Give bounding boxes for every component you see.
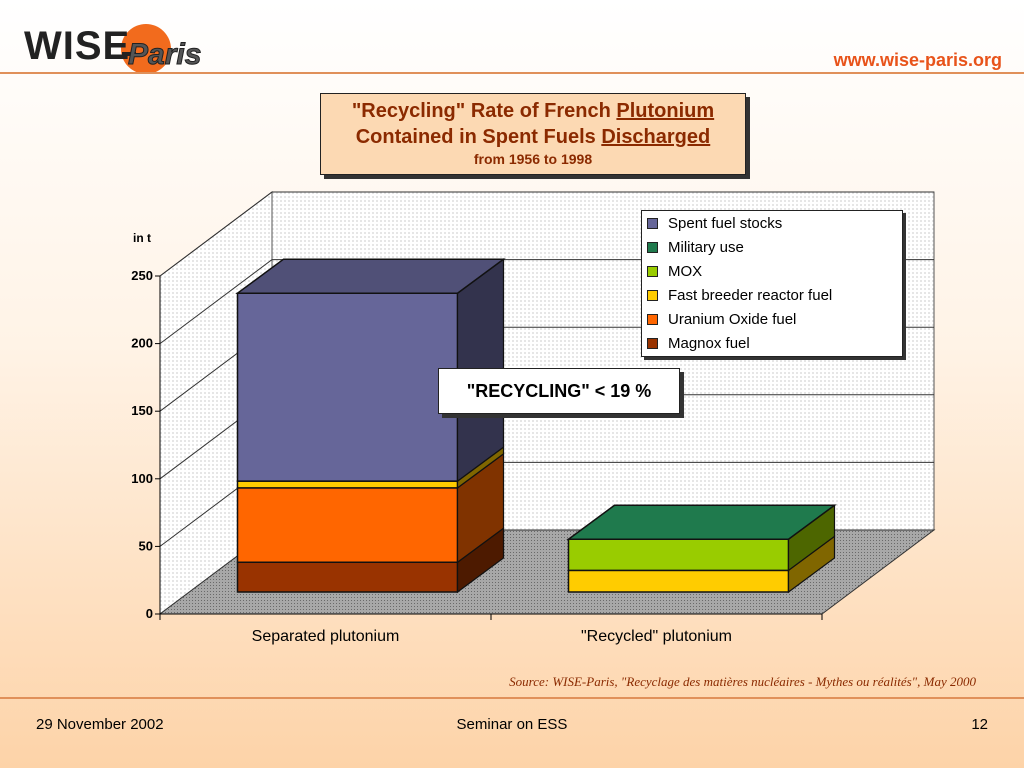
y-tick-label: 0 [146, 606, 153, 621]
bar-segment-front [236, 292, 459, 482]
y-tick-label: 200 [131, 336, 153, 351]
y-tick-label: 250 [131, 268, 153, 283]
bar-top [235, 258, 506, 294]
legend-swatch [647, 290, 658, 301]
source-note: Source: WISE-Paris, "Recyclage des matiè… [509, 674, 976, 689]
logo-wise: WISE [24, 24, 131, 68]
x-category-label: Separated plutonium [252, 628, 400, 645]
y-tick-label: 50 [139, 538, 153, 553]
chart-title-part4: Discharged [601, 126, 711, 148]
bar-segment-front [236, 561, 459, 593]
legend-label: Magnox fuel [668, 334, 750, 352]
gridline [159, 191, 934, 277]
header: WISE Paris www.wise-paris.org [0, 0, 1024, 80]
logo-paris: Paris [127, 38, 202, 71]
chart-title-part2: Plutonium [616, 100, 715, 122]
legend-swatch [647, 266, 658, 277]
bar-segment-front [567, 569, 790, 593]
chart-title-line1: "Recycling" Rate of French Plutonium [321, 98, 745, 124]
site-url[interactable]: www.wise-paris.org [833, 50, 1002, 70]
header-divider [0, 72, 1024, 74]
legend-item: Magnox fuel [642, 331, 902, 355]
legend-label: Spent fuel stocks [668, 214, 783, 232]
footer-date: 29 November 2002 [36, 716, 164, 733]
logo-circle [121, 24, 171, 74]
chart-subtitle: from 1956 to 1998 [473, 151, 593, 167]
legend-label: Military use [668, 238, 744, 256]
legend-swatch [647, 242, 658, 253]
x-category-label: "Recycled" plutonium [581, 628, 732, 645]
legend-item: Spent fuel stocks [642, 211, 902, 235]
chart-legend: Spent fuel stocks Military use MOX Fast bre… [641, 210, 903, 357]
legend-item: MOX [642, 259, 902, 283]
page-number: 12 [971, 716, 988, 733]
legend-item: Fast breeder reactor fuel [642, 283, 902, 307]
legend-label: Uranium Oxide fuel [668, 310, 797, 328]
logo-dash [122, 52, 136, 56]
footer-divider [0, 697, 1024, 699]
legend-swatch [647, 218, 658, 229]
chart-title-part3: Contained in Spent Fuels [355, 126, 602, 148]
bar-segment-front [236, 487, 459, 564]
bar-segment-front [236, 480, 459, 489]
legend-label: MOX [668, 262, 703, 280]
chart-title-part1: "Recycling" Rate of French [351, 100, 617, 122]
legend-swatch [647, 314, 658, 325]
footer-title: Seminar on ESS [456, 716, 568, 733]
legend-swatch [647, 338, 658, 349]
legend-item: Uranium Oxide fuel [642, 307, 902, 331]
legend-label: Fast breeder reactor fuel [668, 286, 833, 304]
bar-top [566, 504, 837, 541]
y-tick-label: 150 [131, 403, 153, 418]
legend-item: Military use [642, 235, 902, 259]
chart-title-line2: Contained in Spent Fuels Discharged [321, 124, 745, 150]
y-tick-label: 100 [131, 471, 153, 486]
recycling-callout: "RECYCLING" < 19 % [438, 368, 680, 414]
y-axis-unit-label: in t [133, 231, 151, 245]
bar-segment-front [567, 538, 790, 572]
chart-title-box: "Recycling" Rate of French Plutonium Con… [320, 93, 746, 175]
